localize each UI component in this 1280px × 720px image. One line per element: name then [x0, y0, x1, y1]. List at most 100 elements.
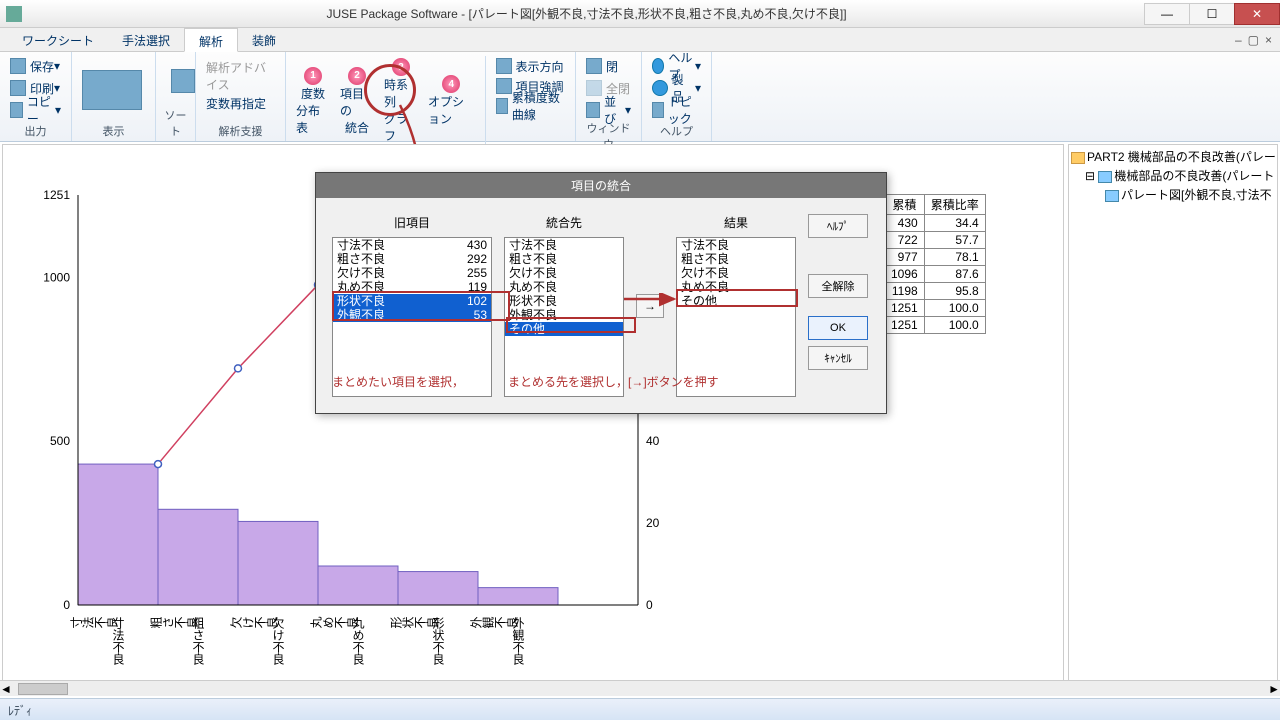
- item-merge-button[interactable]: 2項目の統合: [336, 56, 378, 146]
- list-item[interactable]: 粗さ不良292: [333, 252, 491, 266]
- svg-text:20: 20: [646, 516, 660, 530]
- tree-root[interactable]: PART2 機械部品の不良改善(パレート: [1071, 147, 1275, 166]
- window-title: JUSE Package Software - [パレート図[外観不良,寸法不良…: [28, 5, 1145, 22]
- close-win-button[interactable]: 閉: [582, 56, 635, 76]
- folder-icon: [1071, 152, 1085, 164]
- list-item[interactable]: 粗さ不良: [677, 252, 795, 266]
- ok-button[interactable]: OK: [808, 316, 868, 340]
- display-buttons[interactable]: [78, 56, 149, 123]
- badge-4-icon: 4: [442, 75, 460, 93]
- app-icon: [6, 6, 22, 22]
- close-button[interactable]: ✕: [1234, 3, 1280, 25]
- list-item[interactable]: 寸法不良: [677, 238, 795, 252]
- arrange-icon: [586, 102, 600, 118]
- tree-child-1[interactable]: ⊟ 機械部品の不良改善(パレート図,: [1071, 166, 1275, 185]
- clear-all-button[interactable]: 全解除: [808, 274, 868, 298]
- freq-table-button[interactable]: 1度数分布表: [292, 56, 334, 146]
- save-button[interactable]: 保存 ▾: [6, 56, 65, 76]
- list-item[interactable]: 形状不良: [505, 294, 623, 308]
- old-items-label: 旧項目: [394, 214, 430, 231]
- table-cell: 87.6: [924, 266, 985, 283]
- list-item[interactable]: その他: [505, 322, 623, 336]
- table-cell: 1096: [885, 266, 925, 283]
- table-cell: 722: [885, 232, 925, 249]
- print-icon: [10, 80, 26, 96]
- table-cell: 1251: [885, 317, 925, 334]
- maximize-button[interactable]: ☐: [1189, 3, 1235, 25]
- var-respec-button[interactable]: 変数再指定: [202, 94, 279, 114]
- tab-worksheet[interactable]: ワークシート: [8, 28, 108, 51]
- svg-text:500: 500: [50, 434, 70, 448]
- table-cell: 100.0: [924, 317, 985, 334]
- mdi-restore[interactable]: ▢: [1248, 33, 1259, 47]
- result-label: 結果: [724, 214, 748, 231]
- table-cell: 100.0: [924, 300, 985, 317]
- table-cell: 95.8: [924, 283, 985, 300]
- statusbar: ﾚﾃﾞｨ: [0, 698, 1280, 720]
- list-item[interactable]: 欠け不良: [677, 266, 795, 280]
- topic-button[interactable]: トピック: [648, 100, 705, 120]
- mdi-minimize[interactable]: –: [1235, 33, 1242, 47]
- help-icon: [652, 58, 664, 74]
- sheet-icon: [1098, 171, 1112, 183]
- dir-icon: [496, 58, 512, 74]
- badge-3-icon: 3: [392, 58, 410, 76]
- minimize-button[interactable]: —: [1144, 3, 1190, 25]
- svg-text:0: 0: [646, 598, 653, 612]
- display-dir-button[interactable]: 表示方向: [492, 56, 570, 76]
- svg-text:欠け不良: 欠け不良: [271, 616, 285, 666]
- scroll-right-icon[interactable]: ►: [1268, 682, 1280, 696]
- list-item[interactable]: 粗さ不良: [505, 252, 623, 266]
- table-cell: 1198: [885, 283, 925, 300]
- table-cell: 977: [885, 249, 925, 266]
- scroll-left-icon[interactable]: ◄: [0, 682, 12, 696]
- table-cell: 34.4: [924, 215, 985, 232]
- table-cell: 78.1: [924, 249, 985, 266]
- save-icon: [10, 58, 26, 74]
- merge-dialog: 項目の統合 旧項目 寸法不良430粗さ不良292欠け不良255丸め不良119形状…: [315, 172, 887, 414]
- list-item[interactable]: 外観不良: [505, 308, 623, 322]
- svg-text:1000: 1000: [43, 270, 70, 284]
- arrange-button[interactable]: 並び ▾: [582, 100, 635, 120]
- topic-icon: [652, 102, 664, 118]
- svg-text:40: 40: [646, 434, 660, 448]
- list-item[interactable]: 欠け不良: [505, 266, 623, 280]
- list-item[interactable]: 欠け不良255: [333, 266, 491, 280]
- list-item[interactable]: 丸め不良: [677, 280, 795, 294]
- titlebar: JUSE Package Software - [パレート図[外観不良,寸法不良…: [0, 0, 1280, 28]
- scroll-thumb[interactable]: [18, 683, 68, 695]
- list-item[interactable]: 外観不良53: [333, 308, 491, 322]
- status-text: ﾚﾃﾞｨ: [8, 704, 32, 718]
- table-header: 累積: [885, 195, 925, 215]
- badge-2-icon: 2: [348, 67, 366, 85]
- list-item[interactable]: 丸め不良: [505, 280, 623, 294]
- list-item[interactable]: 寸法不良430: [333, 238, 491, 252]
- tab-method[interactable]: 手法選択: [108, 28, 184, 51]
- move-button[interactable]: →: [636, 294, 664, 318]
- timeseries-button[interactable]: 3時系列グラフ: [380, 56, 422, 146]
- closewin-icon: [586, 58, 602, 74]
- cum-curve-button[interactable]: 累積度数曲線: [492, 96, 570, 116]
- mdi-close[interactable]: ×: [1265, 33, 1272, 47]
- tree-scrollbar[interactable]: ◄►: [0, 680, 1280, 696]
- cancel-button[interactable]: ｷｬﾝｾﾙ: [808, 346, 868, 370]
- tree-panel: PART2 機械部品の不良改善(パレート ⊟ 機械部品の不良改善(パレート図, …: [1068, 144, 1278, 696]
- copy-button[interactable]: コピー ▾: [6, 100, 65, 120]
- tab-decoration[interactable]: 装飾: [238, 28, 290, 51]
- list-item[interactable]: 丸め不良119: [333, 280, 491, 294]
- list-item[interactable]: 形状不良102: [333, 294, 491, 308]
- svg-text:外観不良: 外観不良: [511, 617, 525, 666]
- tree-child-2[interactable]: パレート図[外観不良,寸法不: [1071, 185, 1275, 204]
- svg-text:0: 0: [63, 598, 70, 612]
- sort-icon: [171, 69, 195, 93]
- list-item[interactable]: その他: [677, 294, 795, 308]
- dialog-help-button[interactable]: ﾍﾙﾌﾟ: [808, 214, 868, 238]
- option-button[interactable]: 4オプション: [424, 56, 479, 146]
- list-item[interactable]: 寸法不良: [505, 238, 623, 252]
- svg-text:1251: 1251: [43, 188, 70, 202]
- svg-text:寸法不良: 寸法不良: [111, 617, 125, 666]
- table-cell: 57.7: [924, 232, 985, 249]
- tab-analysis[interactable]: 解析: [184, 28, 238, 52]
- data-table: 累積累積比率 43034.472257.797778.1109687.61198…: [884, 194, 986, 334]
- advice-button: 解析アドバイス: [202, 66, 279, 86]
